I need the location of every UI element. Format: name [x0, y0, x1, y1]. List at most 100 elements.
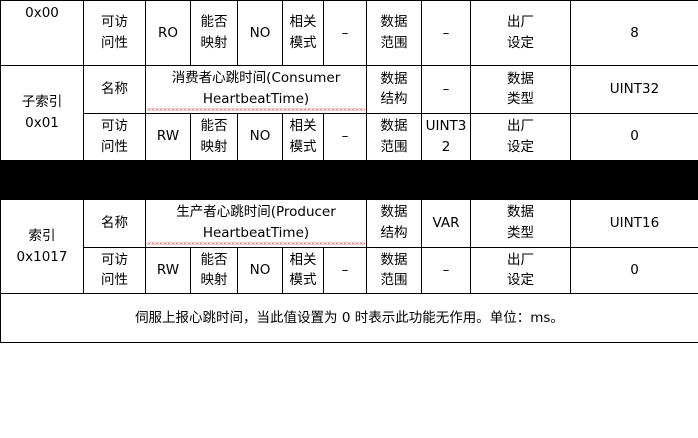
cell-structure-label-01: 数据 结构: [366, 65, 422, 114]
access-label-line2: 问性: [101, 138, 128, 155]
cell-index-1017-index: 索引 0x1017: [0, 198, 84, 295]
range-label-line2: 范围: [380, 138, 408, 155]
cell-access-label-1017: 可访 问性: [83, 246, 146, 295]
cell-mode-label-01: 相关 模式: [282, 112, 324, 161]
cell-datatype-label-01: 数据 类型: [470, 65, 571, 114]
cell-mode-label-00: 相关 模式: [282, 0, 324, 66]
cell-structure-value-1017: VAR: [421, 198, 471, 248]
table-row-index-1017-access: 可访 问性 RW 能否 映射 NO 相关 模式 – 数据 范围 –: [1, 246, 698, 295]
subindex-label-line2: 0x01: [25, 114, 59, 131]
default-label-line1: 出厂: [507, 251, 534, 268]
cell-datatype-label-1017: 数据 类型: [470, 198, 571, 248]
default-label-line2: 设定: [507, 35, 534, 51]
cell-access-label-00: 可访 问性: [83, 0, 146, 66]
datatype-label-line1: 数据: [507, 70, 534, 87]
range-label-line1: 数据: [380, 251, 408, 268]
default-label-line2: 设定: [507, 272, 534, 289]
default-label-line1: 出厂: [507, 117, 534, 134]
cell-mode-value-01: –: [323, 112, 367, 161]
object-dictionary-table: 0x00 可访 问性 RO 能否 映射 NO 相关 模式 – 数据: [0, 0, 698, 344]
cell-mappable-label-1017: 能否 映射: [190, 246, 238, 295]
cell-range-value-01: UINT32: [421, 112, 471, 161]
section-separator-band: [0, 159, 698, 200]
cell-default-value-01: 0: [570, 112, 698, 161]
cell-default-label-01: 出厂 设定: [470, 112, 571, 161]
cell-note-text: 伺服上报心跳时间，当此值设置为 0 时表示此功能无作用。单位：ms。: [0, 293, 698, 344]
mappable-label-line1: 能否: [200, 14, 228, 31]
cell-default-label-00: 出厂 设定: [470, 0, 571, 66]
access-label-line1: 可访: [101, 14, 128, 31]
cell-mappable-value-00: NO: [237, 0, 283, 66]
datatype-label-line1: 数据: [507, 204, 534, 221]
object-name-line2: HeartbeatTime): [147, 222, 365, 245]
cell-mode-value-1017: –: [323, 246, 367, 295]
table-row-subindex-00-access: 0x00 可访 问性 RO 能否 映射 NO 相关 模式 – 数据: [0, 0, 698, 66]
cell-mappable-value-01: NO: [237, 112, 283, 161]
structure-label-line2: 结构: [380, 225, 408, 242]
access-label-line2: 问性: [101, 272, 128, 289]
cell-datatype-value-01: UINT32: [570, 65, 698, 114]
table-row-subindex-01-name: 子索引 0x01 名称 消费者心跳时间(Consumer HeartbeatTi…: [0, 65, 698, 161]
cell-range-label-01: 数据 范围: [366, 112, 422, 161]
cell-range-value-00: –: [421, 0, 471, 66]
cell-mode-value-00: –: [323, 0, 367, 66]
cell-access-value-00: RO: [145, 0, 191, 66]
cell-range-value-1017: –: [421, 246, 471, 295]
datatype-label-line2: 类型: [507, 225, 534, 242]
mappable-label-line2: 映射: [200, 272, 228, 289]
cell-access-value-1017: RW: [145, 246, 191, 295]
default-label-line2: 设定: [507, 138, 534, 155]
subindex-label-line1: 子索引: [21, 93, 63, 110]
index-label-line2: 0x1017: [16, 248, 68, 265]
cell-default-label-1017: 出厂 设定: [470, 246, 571, 295]
cell-structure-value-01: –: [421, 65, 471, 114]
object-name-line1: 消费者心跳时间(Consumer: [171, 70, 341, 86]
datatype-label-line2: 类型: [507, 91, 534, 108]
object-name-line1: 生产者心跳时间(Producer: [176, 203, 336, 220]
cell-name-label-1017: 名称: [83, 198, 146, 248]
table-row-index-1017-name: 索引 0x1017 名称 生产者心跳时间(Producer HeartbeatT…: [0, 198, 698, 295]
mode-label-line1: 相关: [289, 14, 317, 31]
cell-structure-label-1017: 数据 结构: [366, 198, 422, 248]
object-name-line2: HeartbeatTime): [147, 88, 365, 111]
index-label-line1: 索引: [28, 227, 56, 244]
cell-mappable-label-01: 能否 映射: [190, 112, 238, 161]
separator-band-fill: [0, 159, 698, 200]
default-label-line1: 出厂: [507, 14, 534, 31]
structure-label-line1: 数据: [380, 204, 408, 221]
mode-label-line2: 模式: [289, 35, 317, 51]
cell-subindex-00-index: 0x00: [0, 0, 84, 66]
cell-default-value-1017: 0: [570, 246, 698, 295]
mappable-label-line2: 映射: [200, 35, 228, 51]
range-label-line1: 数据: [380, 117, 408, 134]
table-row-note: 伺服上报心跳时间，当此值设置为 0 时表示此功能无作用。单位：ms。: [0, 293, 698, 344]
range-label-line1: 数据: [380, 14, 408, 31]
cell-datatype-value-1017: UINT16: [570, 198, 698, 248]
mode-label-line1: 相关: [289, 251, 317, 268]
cell-access-value-01: RW: [145, 112, 191, 161]
structure-label-line1: 数据: [380, 70, 408, 87]
mode-label-line2: 模式: [289, 138, 317, 155]
cell-access-label-01: 可访 问性: [83, 112, 146, 161]
cell-mode-label-1017: 相关 模式: [282, 246, 324, 295]
cell-name-value-1017: 生产者心跳时间(Producer HeartbeatTime): [145, 198, 367, 248]
cell-mappable-value-1017: NO: [237, 246, 283, 295]
mappable-label-line1: 能否: [200, 117, 228, 134]
cell-range-label-00: 数据 范围: [366, 0, 422, 66]
mode-label-line2: 模式: [289, 272, 317, 289]
cell-range-label-1017: 数据 范围: [366, 246, 422, 295]
range-label-line2: 范围: [380, 35, 408, 51]
mode-label-line1: 相关: [289, 117, 317, 134]
mappable-label-line2: 映射: [200, 138, 228, 155]
cell-default-value-00: 8: [570, 0, 698, 66]
structure-label-line2: 结构: [380, 91, 408, 108]
cell-subindex-01-index: 子索引 0x01: [0, 65, 84, 161]
access-label-line2: 问性: [101, 35, 128, 51]
cell-name-label-01: 名称: [83, 65, 146, 114]
mappable-label-line1: 能否: [200, 251, 228, 268]
table-row-subindex-01-access: 可访 问性 RW 能否 映射 NO 相关 模式 – 数据 范围 UIN: [1, 112, 698, 161]
cell-name-value-01: 消费者心跳时间(Consumer HeartbeatTime): [145, 65, 367, 114]
range-label-line2: 范围: [380, 272, 408, 289]
access-label-line1: 可访: [101, 251, 128, 268]
access-label-line1: 可访: [101, 117, 128, 134]
